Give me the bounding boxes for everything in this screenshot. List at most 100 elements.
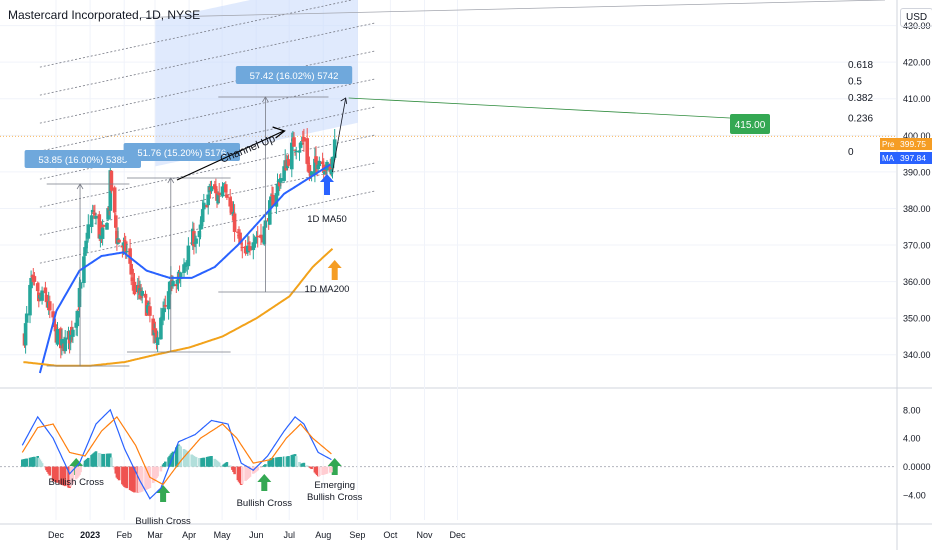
candle-body [246, 245, 250, 253]
candle-body [43, 287, 48, 294]
channel-line [39, 134, 376, 208]
y-tick-label: 390.00 [903, 167, 931, 177]
measure-2-arrow [167, 177, 175, 184]
macd-histogram-bar [133, 466, 136, 493]
price-label-value: 397.84 [900, 153, 926, 163]
candle-body [316, 164, 320, 170]
candle-body [309, 171, 314, 176]
projection-line [332, 97, 347, 173]
candle-body [197, 230, 202, 238]
ma200-arrow [327, 260, 342, 280]
candle-body [122, 240, 127, 242]
candle-body [276, 180, 281, 183]
candle-body [174, 284, 179, 287]
macd-histogram-bar [271, 457, 275, 467]
macd-histogram-bar [25, 458, 28, 467]
candle-body [100, 227, 105, 239]
candle-body [83, 247, 87, 256]
candle-body [323, 171, 327, 175]
candle-body [32, 276, 37, 282]
candle-body [59, 328, 63, 349]
currency-badge[interactable]: USD [900, 8, 932, 27]
candle-body [217, 192, 221, 196]
macd-histogram-bar [63, 466, 67, 487]
projection-arrowhead [340, 97, 348, 105]
measure-1-arrow [76, 183, 84, 190]
candle-body [40, 290, 44, 301]
chart-title: Mastercard Incorporated, 1D, NYSE [8, 8, 201, 22]
macd-histogram-bar [294, 456, 298, 467]
candle-body [274, 193, 279, 207]
candle-body [314, 156, 318, 163]
candle-body [117, 239, 121, 243]
candle-body [55, 328, 60, 345]
bullish-cross-label: Bullish Cross [48, 477, 104, 488]
macd-histogram-bar [279, 456, 283, 467]
candle-body [92, 212, 96, 214]
measure-label-1: 53.85 (16.00%) 5385 [38, 155, 127, 166]
candle-body [320, 161, 325, 165]
candle-body [205, 204, 209, 208]
candle-body [48, 301, 52, 311]
macd-histogram-bar [110, 457, 113, 467]
x-tick-label: Feb [116, 530, 132, 540]
macd-histogram-bar [305, 465, 309, 467]
candle-body [200, 209, 205, 223]
candle-body [293, 149, 297, 151]
y-tick-label: 350.00 [903, 314, 931, 324]
candle-body [199, 219, 204, 227]
candle-body [178, 272, 183, 280]
candle-body [286, 159, 291, 166]
candle-body [186, 245, 191, 267]
candle-body [332, 139, 337, 158]
candle-body [147, 302, 151, 304]
macd-line [21, 408, 332, 500]
price-label-box [897, 152, 932, 164]
y-tick-label: 410.00 [903, 94, 931, 104]
macd-histogram-bar [40, 463, 44, 467]
y-tick-label: 360.00 [903, 277, 931, 287]
candle-body [85, 241, 89, 243]
candle-body [112, 187, 117, 213]
macd-histogram-bar [159, 466, 163, 472]
candle-body [161, 311, 165, 320]
candle-body [213, 184, 217, 190]
measure-label-3-box [235, 66, 353, 84]
candle-body [183, 263, 187, 268]
candle-body [198, 224, 203, 229]
candle-body [302, 137, 306, 142]
candle-body [155, 337, 160, 345]
price-label-tag [880, 152, 897, 164]
channel-line [39, 0, 354, 68]
price-panel [0, 0, 896, 388]
candle-body [123, 241, 128, 254]
macd-histogram-bar [164, 461, 167, 467]
candle-body [290, 142, 294, 170]
candle-body [51, 311, 55, 318]
candle-body [86, 224, 91, 239]
measure-label-1-box [24, 150, 142, 168]
x-tick-label: Apr [182, 530, 196, 540]
target-box [730, 114, 770, 134]
candle-body [324, 170, 328, 172]
candle-body [298, 142, 303, 148]
candle-body [282, 166, 286, 181]
candle-body [192, 231, 196, 247]
candle-body [114, 215, 118, 228]
macd-histogram-bar [307, 466, 310, 467]
candle-body [307, 164, 312, 173]
candle-body [148, 306, 152, 316]
candle-body [299, 142, 304, 144]
x-tick-label: Nov [416, 530, 433, 540]
macd-histogram-bar [264, 464, 267, 467]
ma50-label: 1D MA50 [307, 214, 347, 225]
ma200-label: 1D MA200 [305, 284, 350, 295]
x-tick-label: Jul [283, 530, 295, 540]
macd-histogram-bar [56, 466, 59, 483]
candle-body [115, 230, 119, 244]
macd-histogram-bar [102, 453, 105, 467]
macd-histogram-bar [228, 465, 232, 467]
candle-body [153, 328, 158, 333]
candle-body [167, 281, 172, 295]
candle-body [44, 294, 49, 303]
